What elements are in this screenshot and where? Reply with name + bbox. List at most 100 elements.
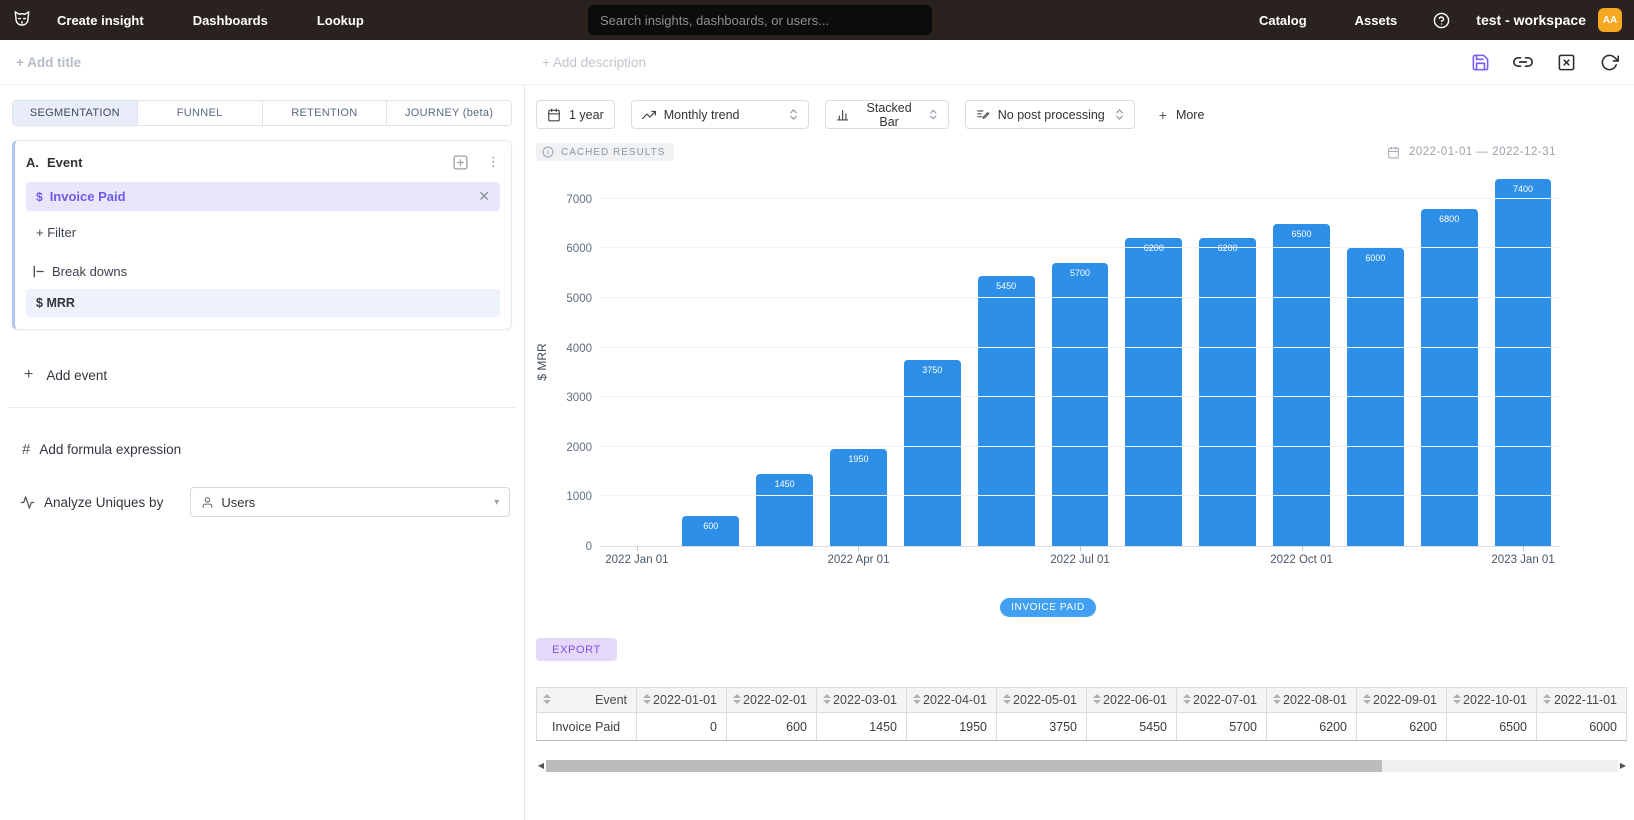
bar[interactable]: 5700: [1051, 263, 1109, 546]
x-tickmark: [858, 546, 860, 551]
bar-value-label: 6200: [1143, 243, 1164, 254]
sort-icon[interactable]: [1093, 694, 1101, 704]
nav-assets[interactable]: Assets: [1354, 12, 1398, 28]
avatar[interactable]: AA: [1598, 8, 1622, 32]
bar[interactable]: 1950: [830, 449, 887, 546]
bar-slot: 1950: [822, 170, 896, 546]
save-icon[interactable]: [1469, 51, 1491, 73]
event-card-actions: ⋮: [452, 154, 500, 171]
bar[interactable]: 6000: [1346, 248, 1404, 546]
column-header[interactable]: 2022-11-01: [1536, 687, 1627, 713]
column-header[interactable]: 2022-08-01: [1266, 687, 1357, 713]
nav-lookup[interactable]: Lookup: [316, 12, 364, 28]
workspace-name[interactable]: test - workspace: [1476, 12, 1586, 28]
column-header[interactable]: Event: [536, 687, 637, 713]
bar[interactable]: 6800: [1420, 208, 1478, 546]
chart-type-select[interactable]: Stacked Bar: [824, 100, 949, 129]
add-description-button[interactable]: + Add description: [542, 54, 646, 70]
sort-icon[interactable]: [1003, 694, 1011, 704]
column-header[interactable]: 2022-07-01: [1176, 687, 1267, 713]
column-header[interactable]: 2022-10-01: [1446, 687, 1537, 713]
tab-segmentation[interactable]: SEGMENTATION: [13, 101, 138, 125]
post-processing-select[interactable]: No post processing: [964, 100, 1135, 129]
sort-icon[interactable]: [543, 694, 551, 704]
insight-header-bar: + Add title + Add description: [0, 40, 1634, 85]
bar-value-label: 600: [703, 521, 719, 532]
search-input[interactable]: [588, 5, 932, 35]
export-button[interactable]: EXPORT: [536, 638, 617, 661]
remove-event-icon[interactable]: ✕: [478, 188, 490, 204]
tab-funnel[interactable]: FUNNEL: [137, 101, 263, 125]
bar[interactable]: 3750: [903, 359, 961, 546]
nav-dashboards[interactable]: Dashboards: [192, 12, 268, 28]
breakdown-item-row[interactable]: $ MRR: [26, 289, 500, 317]
column-header[interactable]: 2022-01-01: [636, 687, 727, 713]
sort-icon[interactable]: [823, 694, 831, 704]
column-header[interactable]: 2022-02-01: [726, 687, 817, 713]
plus-icon: +: [24, 366, 34, 383]
x-axis-labels: 2022 Jan 01 2022 Apr 01 2022 Jul 01 2022 Oc…: [600, 547, 1560, 569]
query-sidebar: SEGMENTATION FUNNEL RETENTION JOURNEY (beta…: [0, 85, 525, 820]
breakdowns-button[interactable]: Break downs: [31, 264, 500, 279]
sort-icon[interactable]: [733, 694, 741, 704]
add-title-button[interactable]: + Add title: [16, 54, 82, 70]
copy-link-icon[interactable]: [1512, 51, 1534, 73]
bar[interactable]: 600: [682, 516, 740, 546]
refresh-icon[interactable]: [1598, 51, 1620, 73]
nav-catalog[interactable]: Catalog: [1258, 12, 1307, 28]
nav-create-insight[interactable]: Create insight: [57, 12, 144, 28]
add-event-button[interactable]: + Add event: [24, 366, 512, 384]
bar[interactable]: 6200: [1125, 238, 1183, 546]
scrollbar-thumb[interactable]: [546, 759, 1383, 772]
chart-toolbar: 1 year Monthly trend Stacked Bar: [536, 100, 1634, 129]
selected-event-row[interactable]: $ Invoice Paid ✕: [26, 182, 500, 211]
add-filter-button[interactable]: + Filter: [36, 225, 77, 240]
y-tick-label: 5000: [566, 292, 592, 305]
bar[interactable]: 7400: [1494, 178, 1552, 546]
help-icon[interactable]: [1433, 12, 1450, 29]
period-button[interactable]: 1 year: [536, 100, 615, 129]
bar-value-label: 6800: [1439, 213, 1460, 224]
tab-retention[interactable]: RETENTION: [262, 101, 388, 125]
scroll-right-arrow[interactable]: ▶: [1619, 761, 1627, 770]
scroll-left-arrow[interactable]: ◀: [537, 761, 545, 770]
analysis-tabs: SEGMENTATION FUNNEL RETENTION JOURNEY (beta…: [12, 100, 512, 126]
value-cell: 0: [636, 712, 727, 741]
sort-icon[interactable]: [1453, 694, 1461, 704]
sort-icon[interactable]: [643, 694, 651, 704]
sort-icon[interactable]: [913, 694, 921, 704]
tab-journey-beta[interactable]: JOURNEY (beta): [387, 101, 511, 125]
analyze-uniques-row: Analyze Uniques by Users ▾: [20, 487, 512, 517]
column-header[interactable]: 2022-06-01: [1086, 687, 1177, 713]
column-header[interactable]: 2022-05-01: [996, 687, 1087, 713]
column-header[interactable]: 2022-09-01: [1356, 687, 1447, 713]
event-menu-icon[interactable]: ⋮: [487, 154, 500, 169]
export-xlsx-icon[interactable]: [1555, 51, 1577, 73]
bar[interactable]: 6200: [1199, 238, 1257, 546]
sort-icon[interactable]: [1183, 694, 1191, 704]
duplicate-event-icon[interactable]: [452, 154, 469, 171]
column-header[interactable]: 2022-04-01: [906, 687, 997, 713]
bar[interactable]: 6500: [1273, 223, 1330, 546]
bar[interactable]: 1450: [756, 474, 814, 546]
column-header[interactable]: 2022-03-01: [816, 687, 907, 713]
gridline: [600, 247, 1560, 249]
event-card: A. Event ⋮ $ Invoice Paid ✕: [12, 140, 512, 330]
sort-icon[interactable]: [1543, 694, 1551, 704]
info-icon: [542, 146, 554, 158]
more-button[interactable]: + More: [1159, 107, 1205, 123]
sort-icon[interactable]: [1273, 694, 1281, 704]
bar-value-label: 6200: [1217, 243, 1238, 254]
value-cell: 6000: [1536, 712, 1627, 741]
value-cell: 1450: [816, 712, 907, 741]
scrollbar-track[interactable]: [546, 759, 1618, 772]
legend-invoice-paid[interactable]: INVOICE PAID: [1000, 598, 1096, 617]
analyze-uniques-select[interactable]: Users ▾: [190, 487, 511, 517]
trend-select[interactable]: Monthly trend: [630, 100, 809, 129]
cat-logo-icon[interactable]: [9, 7, 35, 33]
add-formula-button[interactable]: # Add formula expression: [22, 441, 512, 458]
sort-icon[interactable]: [1363, 694, 1371, 704]
bar[interactable]: 5450: [977, 275, 1035, 546]
date-range[interactable]: 2022-01-01 — 2022-12-31: [1387, 146, 1556, 159]
